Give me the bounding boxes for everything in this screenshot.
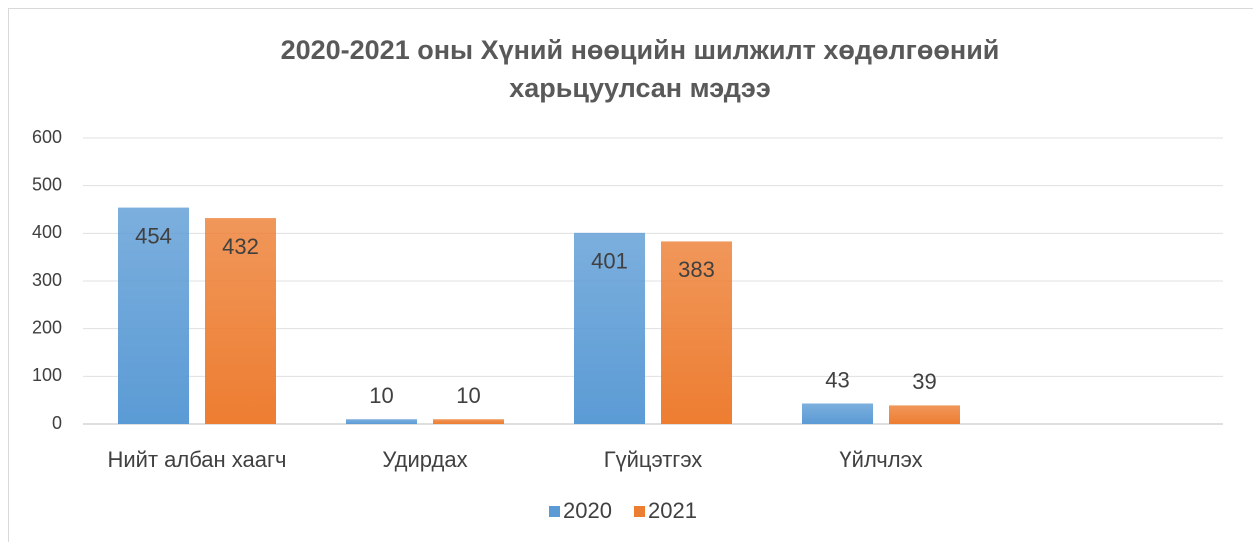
chart-title: харьцуулсан мэдээ [509,73,771,103]
data-label: 10 [456,383,480,408]
bar [205,218,276,424]
legend-swatch [549,506,560,517]
bar [346,419,417,424]
bar [574,232,645,424]
x-tick-label: Удирдах [382,447,467,472]
bar [433,419,504,424]
x-tick-label: Гүйцэтгэх [604,447,703,472]
data-label: 454 [135,223,172,248]
bar [118,207,189,424]
y-tick-label: 200 [32,317,62,337]
y-tick-label: 500 [32,174,62,194]
bar [889,405,960,424]
y-tick-label: 300 [32,270,62,290]
chart-title: 2020-2021 оны Хүний нөөцийн шилжилт хөдө… [281,35,1000,65]
y-tick-label: 400 [32,222,62,242]
legend-label: 2021 [648,498,697,523]
legend-label: 2020 [563,498,612,523]
data-label: 432 [222,234,259,259]
bar [802,403,873,424]
data-label: 39 [912,369,936,394]
legend-swatch [634,506,645,517]
data-label: 401 [591,249,628,274]
y-tick-label: 100 [32,365,62,385]
data-label: 43 [825,367,849,392]
y-tick-label: 600 [32,127,62,147]
x-tick-label: Нийт албан хаагч [107,447,286,472]
data-label: 383 [678,257,715,282]
data-label: 10 [369,383,393,408]
y-tick-label: 0 [52,413,62,433]
x-tick-label: Үйлчлэх [839,447,922,472]
bar [661,241,732,424]
